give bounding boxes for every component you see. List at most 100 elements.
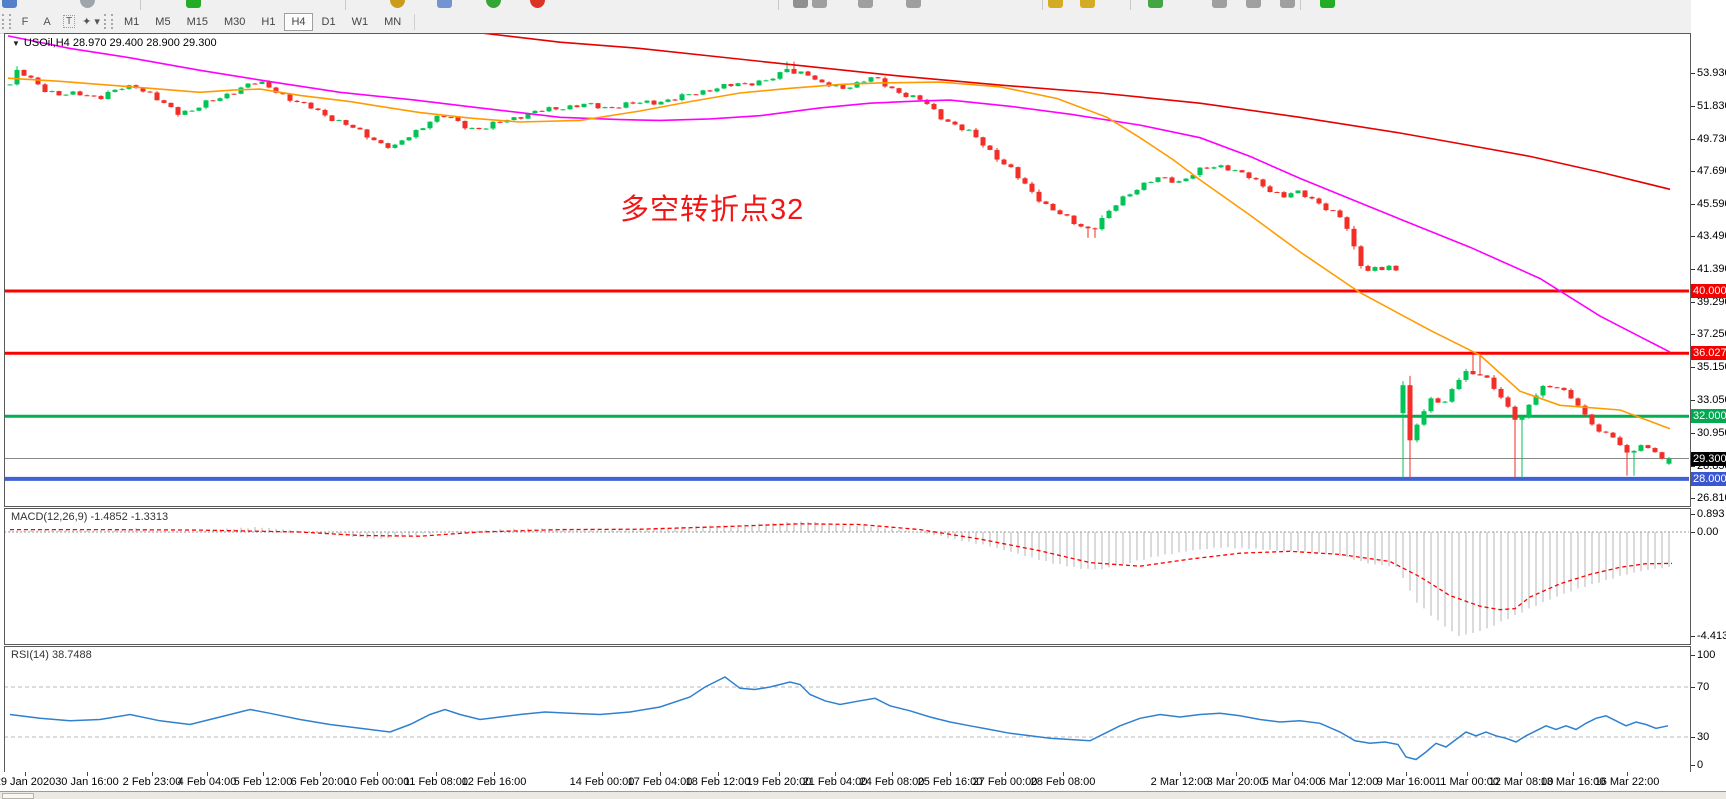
candle <box>105 91 111 100</box>
toolbar-separator <box>345 0 346 10</box>
terminal-icon[interactable] <box>530 0 545 8</box>
candle <box>868 77 874 82</box>
candle <box>1120 196 1126 206</box>
rsi-indicator-label: RSI(14) 38.7488 <box>11 649 92 661</box>
candle <box>231 93 237 95</box>
candle <box>147 91 153 93</box>
candle <box>973 129 979 138</box>
candle <box>553 107 559 110</box>
candle <box>875 77 881 79</box>
price-axis[interactable]: 53.930 51.830 49.730 47.690 45.590 43.490 41.3… <box>1691 0 1726 799</box>
candle <box>763 80 769 82</box>
window-tile1-icon[interactable] <box>1212 0 1227 8</box>
navigator-icon[interactable] <box>486 0 501 8</box>
candle <box>1022 178 1028 184</box>
candle <box>1659 452 1665 459</box>
candle <box>588 103 594 105</box>
toolbar-separator <box>140 0 141 10</box>
window-tile3-icon[interactable] <box>1280 0 1295 8</box>
main-panel[interactable] <box>4 33 1691 507</box>
add-chart-icon[interactable] <box>186 0 201 8</box>
timeframe-button-M30[interactable]: M30 <box>223 15 246 28</box>
candle <box>420 128 426 131</box>
time-label: 5 Mar 04:00 <box>1262 776 1322 788</box>
candle <box>1554 387 1560 389</box>
secondary-toolbar: F A T ✦ ▾ M1 M5 M15 M30 H1 H4 D1 W1 MN <box>0 10 1726 34</box>
rsi-axis-label: 70 <box>1697 681 1710 693</box>
time-label: 27 Feb 00:00 <box>972 776 1038 788</box>
time-label: 3 Mar 20:00 <box>1206 776 1266 788</box>
candle <box>1617 437 1623 446</box>
alert-icon[interactable] <box>390 0 405 8</box>
candle <box>1288 193 1294 198</box>
time-tick <box>892 772 893 776</box>
time-label: 6 Feb 20:00 <box>290 776 350 788</box>
print-icon[interactable] <box>437 0 452 8</box>
candle <box>700 90 706 95</box>
shapes-button[interactable]: ✦ ▾ <box>82 16 100 28</box>
time-tick <box>320 772 321 776</box>
candle <box>1463 371 1469 380</box>
timeframe-button-H4[interactable]: H4 <box>284 12 313 31</box>
new-order-icon[interactable] <box>2 0 17 8</box>
pencil-icon[interactable] <box>1048 0 1063 8</box>
candle <box>98 96 104 100</box>
crosshair-icon[interactable] <box>858 0 873 8</box>
candle <box>1190 175 1196 179</box>
time-tick <box>207 772 208 776</box>
candle <box>1281 192 1287 198</box>
candle <box>1379 267 1385 271</box>
timeframe-button-D1[interactable]: D1 <box>321 15 336 28</box>
candle <box>1176 181 1182 183</box>
candle <box>1407 385 1413 441</box>
candle <box>224 93 230 99</box>
time-tick <box>25 772 26 776</box>
plus-icon[interactable] <box>1320 0 1335 8</box>
ma-mid-magenta-line[interactable] <box>7 35 1671 353</box>
timeframe-button-MN[interactable]: MN <box>384 15 402 28</box>
candle <box>266 81 272 88</box>
zoom-icon[interactable] <box>80 0 95 8</box>
candle <box>203 100 209 108</box>
arrow-text-button[interactable]: A <box>43 15 51 28</box>
candle <box>476 127 482 130</box>
candle <box>378 140 384 144</box>
candle <box>574 105 580 108</box>
timeframe-button-W1[interactable]: W1 <box>351 15 369 28</box>
candle <box>714 88 720 92</box>
toolbar-drag-handle[interactable] <box>2 14 11 29</box>
timeframe-button-H1[interactable]: H1 <box>261 15 276 28</box>
timeframe-button-M15[interactable]: M15 <box>186 15 208 28</box>
text-label-button[interactable]: T <box>59 13 79 31</box>
equals-icon[interactable] <box>793 0 808 8</box>
candle <box>1603 431 1609 433</box>
axis-tick <box>1691 655 1695 656</box>
toolbar-separator <box>1300 0 1301 10</box>
ma-fast-orange-line[interactable] <box>7 77 1671 430</box>
chevron-down-icon[interactable]: ▼ <box>12 39 20 48</box>
brush-icon[interactable] <box>1080 0 1095 8</box>
candle <box>791 68 797 74</box>
candle <box>910 95 916 97</box>
candle <box>938 109 944 120</box>
candle <box>1428 398 1434 412</box>
time-axis[interactable]: 29 Jan 2020 30 Jan 16:00 2 Feb 23:00 4 Feb … <box>0 772 1726 791</box>
candle <box>1267 186 1273 193</box>
timeframe-button-M1[interactable]: M1 <box>124 15 140 28</box>
indicator-list-button[interactable]: F <box>21 15 29 28</box>
candle <box>308 102 314 109</box>
toolbar-drag-handle[interactable] <box>104 14 113 29</box>
hand-tool-icon[interactable] <box>906 0 921 8</box>
axis-tick <box>1691 334 1695 336</box>
timeframe-button-M5[interactable]: M5 <box>155 15 171 28</box>
rsi-panel[interactable] <box>4 646 1691 773</box>
candle <box>952 121 958 125</box>
scrollbar-stub[interactable] <box>2 793 34 799</box>
palette-icon[interactable] <box>1148 0 1163 8</box>
cursor-icon[interactable] <box>812 0 827 8</box>
ma-slow-red-line[interactable] <box>455 28 1671 191</box>
candle <box>959 124 965 131</box>
candle <box>560 109 566 111</box>
window-tile2-icon[interactable] <box>1246 0 1261 8</box>
